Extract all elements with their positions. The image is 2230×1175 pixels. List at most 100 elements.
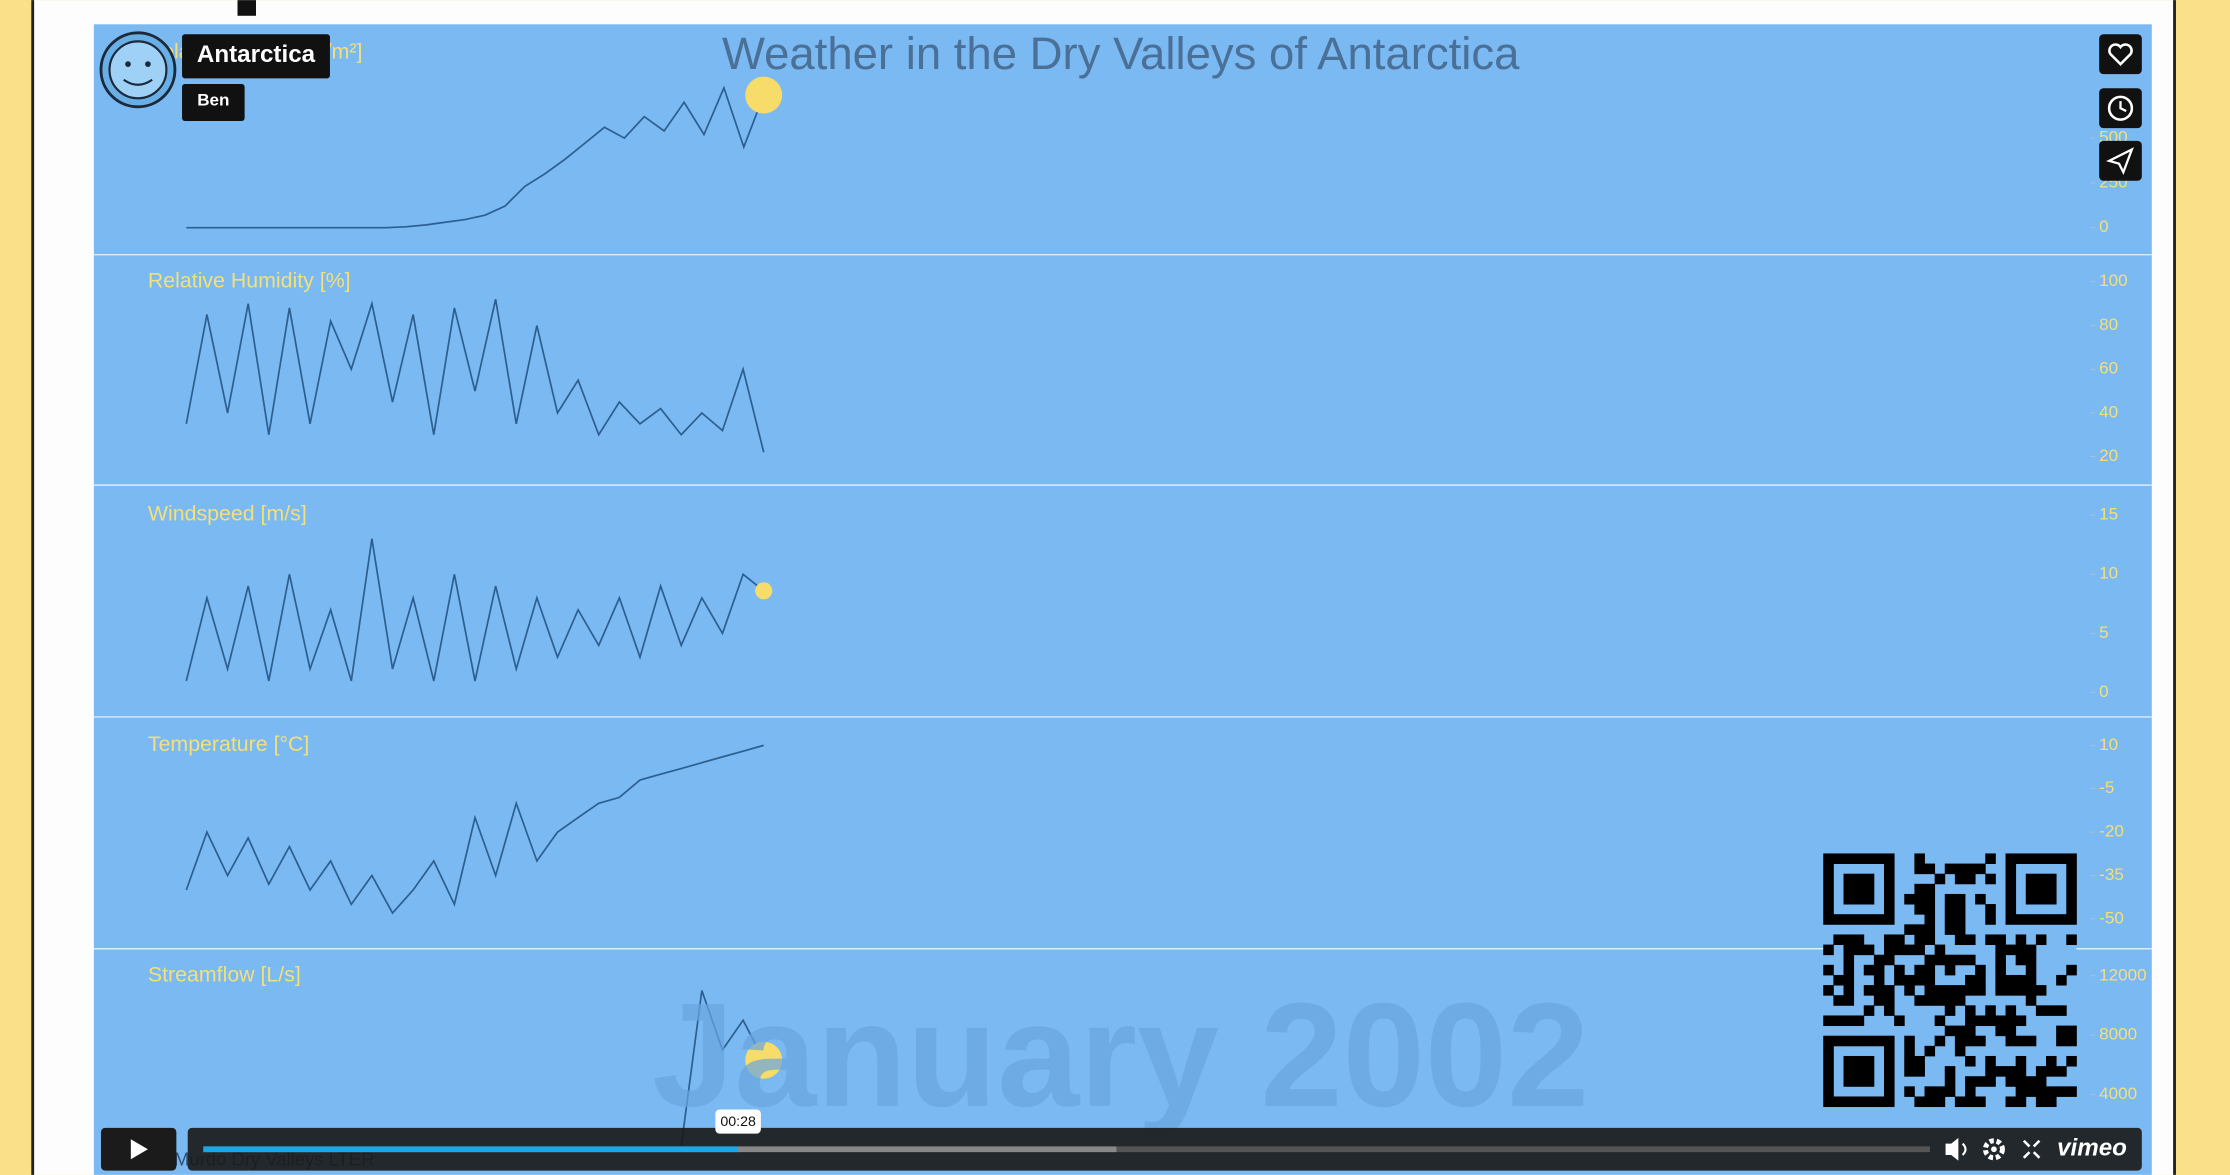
qr-module	[1954, 924, 1966, 935]
qr-module	[1884, 954, 1895, 966]
qr-module	[1853, 1015, 1865, 1027]
qr-module	[1894, 964, 1905, 976]
panel-label: Relative Humidity [%]	[148, 268, 351, 292]
qr-module	[1954, 985, 1966, 996]
qr-module	[1823, 1015, 1834, 1027]
qr-module	[2005, 944, 2017, 956]
y-tick-label: 0	[2099, 682, 2108, 701]
qr-module	[1924, 1045, 1936, 1057]
qr-module	[1995, 1015, 2006, 1027]
qr-module	[1904, 1086, 1915, 1097]
author-badge[interactable]	[182, 84, 245, 122]
qr-module	[2056, 974, 2067, 986]
video-area[interactable]	[93, 24, 2152, 1175]
qr-module	[2056, 914, 2067, 925]
qr-module	[1833, 914, 1844, 925]
button-bg[interactable]	[2099, 34, 2142, 75]
video-author[interactable]: Ben	[197, 91, 229, 110]
qr-module	[2056, 853, 2067, 865]
qr-module	[1985, 1015, 1996, 1027]
qr-module	[1863, 873, 1875, 885]
qr-module	[1954, 1035, 1966, 1047]
current-marker	[755, 582, 773, 600]
qr-module	[1924, 954, 1936, 966]
qr-module	[1884, 873, 1895, 885]
qr-module	[1944, 954, 1956, 966]
qr-module	[1904, 974, 1915, 986]
qr-module	[2056, 1035, 2067, 1047]
qr-module	[1914, 1055, 1925, 1067]
progress-played	[203, 1146, 739, 1153]
qr-module	[1823, 883, 1834, 895]
current-marker	[745, 1041, 783, 1079]
data-line	[186, 85, 765, 229]
qr-module	[1944, 1005, 1956, 1016]
like-button[interactable]	[2099, 34, 2142, 75]
qr-module	[2025, 893, 2037, 905]
qr-module	[2056, 1025, 2067, 1037]
qr-module	[1823, 1045, 1834, 1057]
qr-module	[2025, 1076, 2037, 1087]
video-title[interactable]: Antarctica	[197, 41, 316, 68]
y-tick-label: -5	[2099, 778, 2114, 797]
qr-module	[1924, 924, 1936, 935]
avatar-eye	[125, 61, 131, 67]
qr-module	[1914, 964, 1925, 976]
qr-module	[1894, 934, 1905, 946]
share-button[interactable]	[2099, 140, 2142, 181]
qr-module	[2025, 853, 2037, 865]
qr-module	[1853, 1055, 1865, 1067]
y-tick-label: -35	[2099, 865, 2124, 884]
qr-module	[2025, 883, 2037, 895]
qr-module	[1904, 1045, 1915, 1057]
vimeo-logo[interactable]: vimeo	[2057, 1135, 2127, 1162]
qr-module	[1965, 1015, 1976, 1027]
qr-module	[1823, 1035, 1834, 1047]
qr-module	[1954, 873, 1966, 885]
qr-module	[1873, 853, 1885, 865]
y-tick-label: 100	[2099, 271, 2127, 290]
qr-module	[2015, 1035, 2027, 1047]
qr-module	[2066, 1055, 2077, 1067]
qr-module	[1944, 1076, 1956, 1087]
qr-module	[1924, 904, 1936, 915]
qr-module	[2025, 964, 2037, 976]
qr-module	[2005, 1025, 2017, 1037]
qr-module	[1853, 914, 1865, 925]
qr-module	[1823, 1076, 1834, 1087]
qr-module	[2046, 883, 2057, 895]
title-badge[interactable]	[182, 34, 330, 79]
qr-module	[1914, 883, 1925, 895]
qr-module	[1985, 904, 1996, 915]
qr-module	[1843, 995, 1855, 1006]
qr-module	[1904, 1066, 1915, 1077]
y-tick-label: 0	[2099, 217, 2108, 236]
qr-module	[1823, 853, 1834, 865]
fullscreen-icon[interactable]	[2022, 1139, 2041, 1159]
later-button[interactable]	[2099, 88, 2142, 129]
qr-module	[1863, 964, 1875, 976]
send-icon	[2105, 147, 2134, 176]
qr-module	[2005, 1076, 2017, 1087]
qr-module	[1914, 934, 1925, 946]
qr-module	[2046, 1005, 2057, 1016]
qr-module	[1965, 1096, 1976, 1108]
settings-icon[interactable]	[1982, 1138, 2005, 1161]
qr-module	[1914, 924, 1925, 935]
qr-module	[2015, 853, 2027, 865]
qr-module	[1985, 1066, 1996, 1077]
qr-module	[1843, 944, 1855, 956]
qr-module	[1924, 1086, 1936, 1097]
qr-module	[1853, 1096, 1865, 1108]
qr-module	[1904, 985, 1915, 996]
panel-label: Windspeed [m/s]	[148, 502, 307, 526]
qr-module	[1853, 853, 1865, 865]
qr-module	[1863, 1096, 1875, 1108]
button-bg[interactable]	[2099, 140, 2142, 181]
qr-module	[1853, 934, 1865, 946]
qr-module	[2015, 1015, 2027, 1027]
qr-module	[1823, 904, 1834, 915]
y-tick-label: 10	[2099, 564, 2118, 583]
volume-icon[interactable]	[1945, 1137, 1959, 1161]
